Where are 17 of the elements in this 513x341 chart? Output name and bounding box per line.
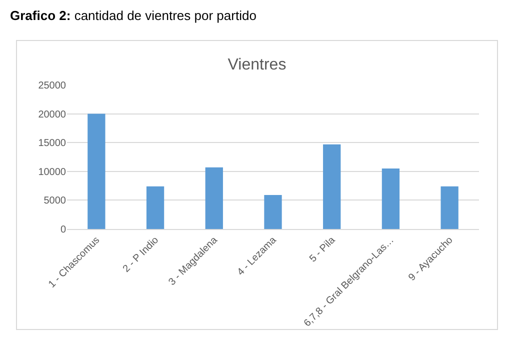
bar — [264, 195, 282, 229]
y-tick-label: 5000 — [44, 196, 66, 207]
y-tick-label: 25000 — [38, 80, 66, 92]
x-tick-label: 5 - Pila — [308, 234, 338, 265]
y-tick-label: 15000 — [38, 138, 66, 150]
bar — [205, 167, 223, 229]
text: Grafico 2: — [10, 8, 71, 23]
bar — [323, 144, 341, 229]
bar — [88, 114, 106, 229]
y-tick-label: 10000 — [38, 166, 66, 178]
y-tick-label: 0 — [60, 224, 66, 236]
y-tick-label: 20000 — [38, 109, 66, 120]
bar — [382, 168, 400, 229]
bar — [146, 186, 164, 229]
bar — [440, 186, 458, 229]
chart-title: Vientres — [228, 56, 286, 74]
text: cantidad de vientres por partido — [74, 8, 256, 23]
